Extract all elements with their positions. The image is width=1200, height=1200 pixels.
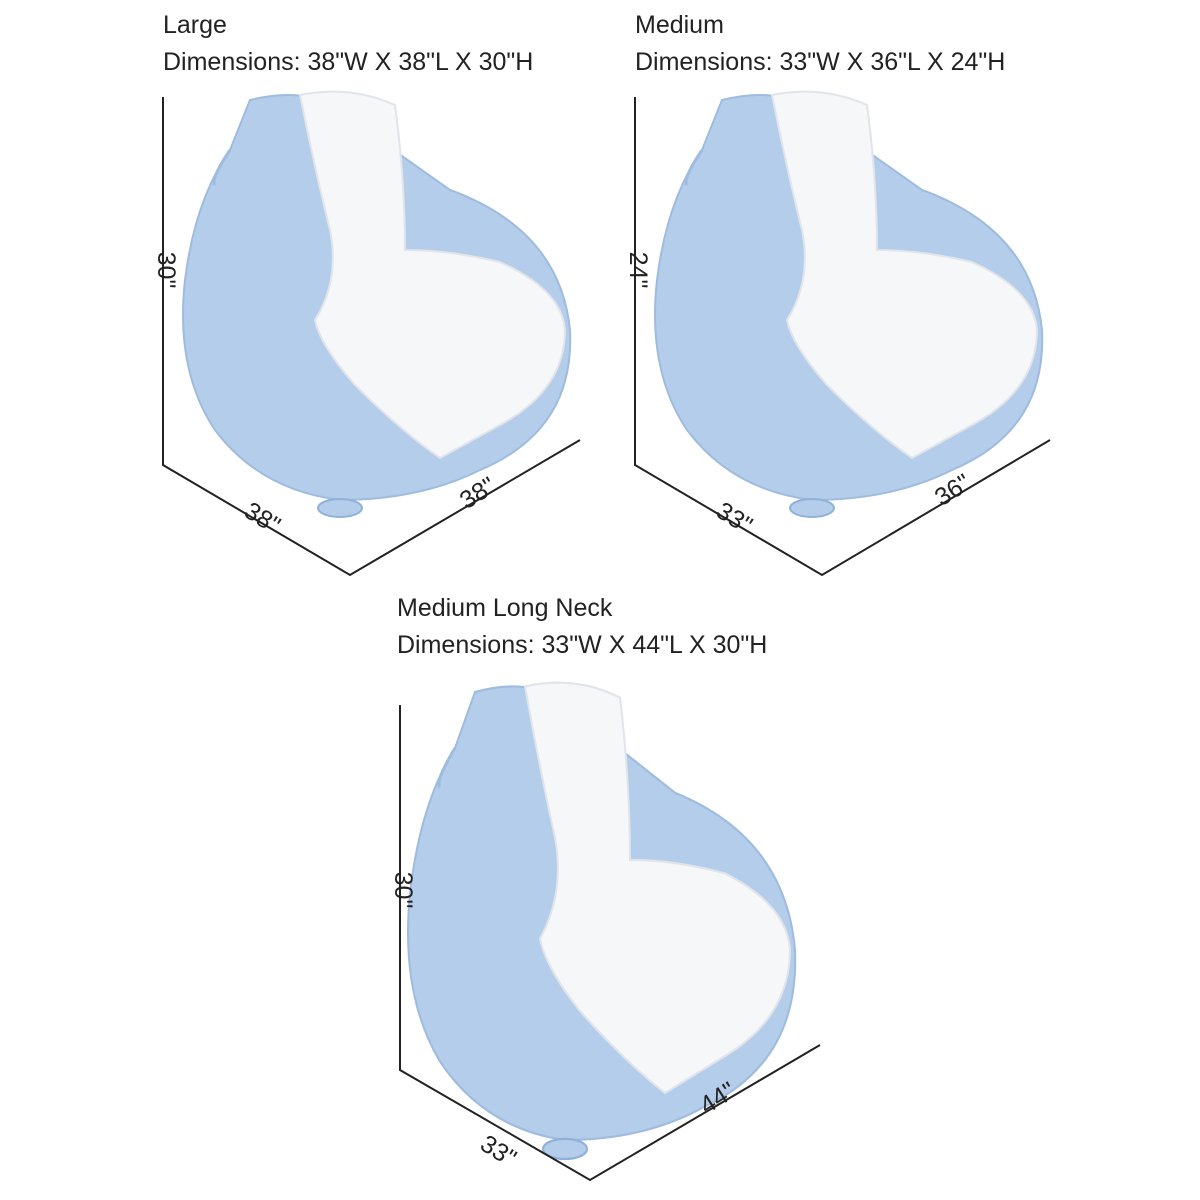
- chair-image: [653, 90, 1044, 519]
- height-label: 24": [624, 252, 652, 289]
- product-large: Large Dimensions: 38"W X 38"L X 30"H 30"…: [152, 11, 581, 577]
- product-dimensions: Dimensions: 33"W X 36"L X 24"H: [635, 48, 1005, 76]
- product-title: Large: [163, 11, 227, 39]
- product-dimensions: Dimensions: 33"W X 44"L X 30"H: [397, 631, 767, 659]
- product-medium-long-neck: Medium Long Neck Dimensions: 33"W X 44"L…: [389, 594, 821, 1182]
- product-title: Medium Long Neck: [397, 594, 613, 622]
- product-title: Medium: [635, 11, 724, 39]
- chair-image: [181, 90, 572, 519]
- height-label: 30": [389, 872, 417, 909]
- product-dimensions: Dimensions: 38"W X 38"L X 30"H: [163, 48, 533, 76]
- dimension-lines: [162, 97, 581, 577]
- dimension-lines: [634, 97, 1051, 577]
- dimension-lines: [399, 705, 821, 1182]
- chair-image: [406, 680, 797, 1161]
- product-medium: Medium Dimensions: 33"W X 36"L X 24"H 24…: [624, 11, 1051, 577]
- height-label: 30": [152, 252, 180, 289]
